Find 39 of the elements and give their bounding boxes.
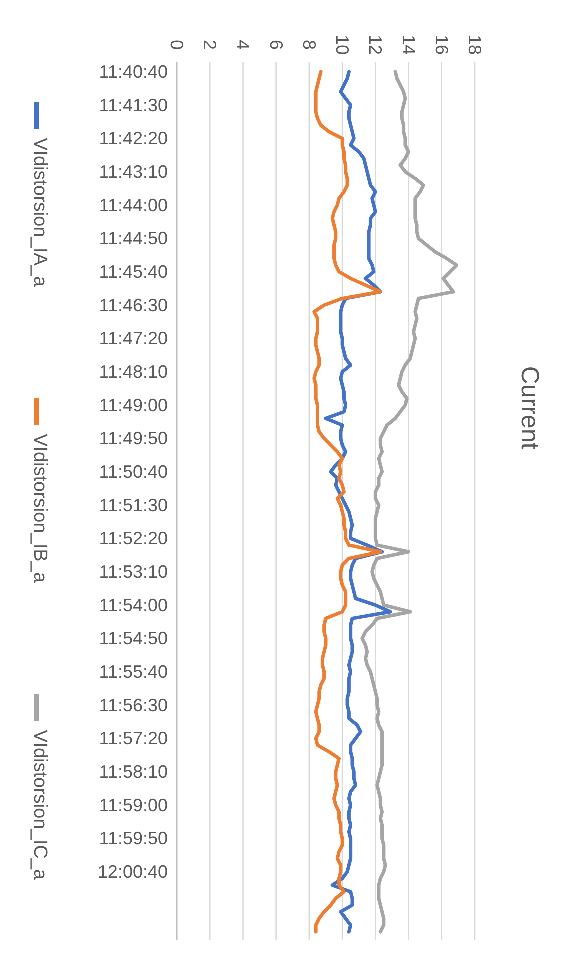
y-tick-label: 11:54:50: [99, 628, 168, 649]
x-tick-label: 10: [332, 34, 353, 56]
y-tick-label: 11:51:30: [99, 495, 168, 516]
y-tick-label: 12:00:40: [98, 862, 168, 882]
x-tick-label: 12: [366, 34, 386, 56]
x-tick-label: 16: [432, 34, 452, 56]
y-tick-label: 11:59:50: [99, 828, 168, 849]
x-tick-label: 4: [233, 40, 254, 50]
y-tick-label: 11:45:40: [99, 262, 168, 282]
legend-label: VIdistorsion_IC_a: [30, 730, 50, 880]
legend-label: VIdistorsion_IB_a: [30, 434, 50, 584]
y-tick-label: 11:42:20: [99, 128, 168, 149]
y-tick-label: 11:53:10: [99, 562, 168, 582]
x-tick-label: 6: [266, 40, 286, 50]
y-tick-label: 11:54:00: [99, 595, 168, 616]
y-tick-label: 11:56:30: [99, 695, 168, 716]
y-tick-label: 11:52:20: [99, 528, 168, 549]
x-tick-label: 14: [398, 34, 419, 56]
x-tick-label: 8: [299, 40, 320, 50]
y-tick-label: 11:46:30: [99, 295, 168, 316]
y-tick-label: 11:58:10: [99, 762, 168, 782]
x-tick-label: 2: [200, 40, 220, 50]
x-tick-label: 0: [167, 40, 187, 50]
y-tick-label: 11:41:30: [99, 95, 168, 116]
y-tick-label: 11:44:50: [99, 228, 168, 249]
x-tick-label: 18: [465, 34, 485, 56]
y-tick-label: 11:49:50: [99, 428, 168, 449]
y-tick-label: 11:47:20: [99, 328, 168, 349]
y-tick-label: 11:48:10: [99, 362, 168, 382]
text: Current: [516, 366, 544, 450]
y-tick-label: 11:44:00: [99, 195, 168, 216]
y-tick-label: 11:49:00: [99, 395, 168, 416]
y-tick-label: 11:43:10: [99, 162, 168, 182]
legend-label: VIdistorsion_IA_a: [30, 138, 50, 288]
y-tick-label: 11:59:00: [99, 795, 168, 816]
y-tick-label: 11:57:20: [99, 728, 168, 749]
y-tick-label: 11:40:40: [99, 62, 168, 82]
y-tick-label: 11:50:40: [99, 462, 168, 482]
y-tick-label: 11:55:40: [99, 662, 168, 682]
